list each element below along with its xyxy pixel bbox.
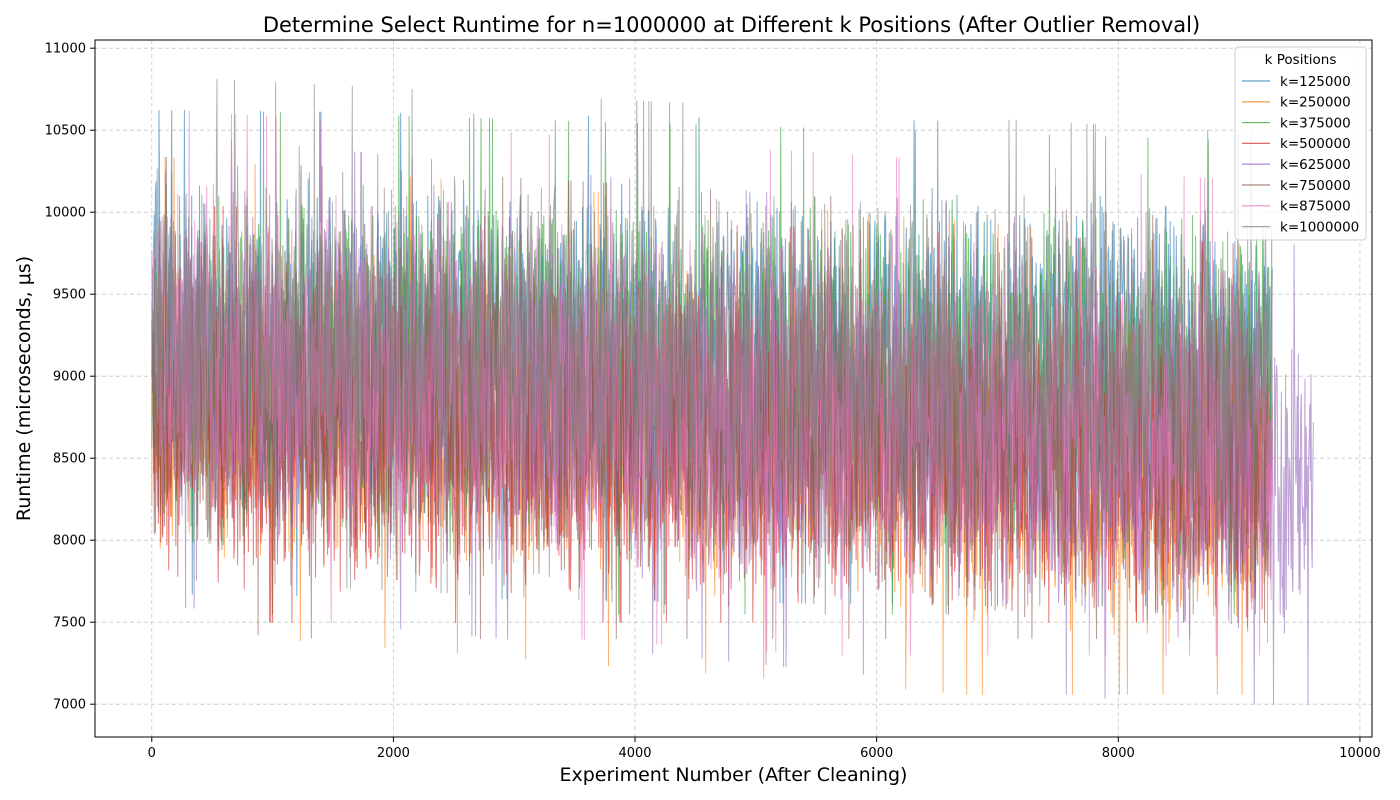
legend-label: k=250000 xyxy=(1280,95,1351,111)
axes: 0 2000 4000 6000 8000 10000 7000 7500 8000 8500 90… xyxy=(45,39,1381,761)
y-tick-label: 9500 xyxy=(53,288,86,303)
plot-frame xyxy=(94,39,1373,738)
legend-title: k Positions xyxy=(1265,52,1337,68)
legend-frame xyxy=(1234,46,1367,241)
legend-item: k=500000 xyxy=(1242,136,1351,152)
x-tick-label: 4000 xyxy=(618,746,651,761)
x-tick-label: 2000 xyxy=(377,746,410,761)
legend-label: k=875000 xyxy=(1280,199,1351,215)
legend-item: k=1000000 xyxy=(1242,219,1359,235)
y-axis-title: Runtime (microseconds, μs) xyxy=(13,256,35,521)
legend-item: k=625000 xyxy=(1242,157,1351,173)
legend-label: k=625000 xyxy=(1280,157,1351,173)
legend-item: k=875000 xyxy=(1242,199,1351,215)
x-tick-label: 10000 xyxy=(1339,746,1380,761)
legend-item: k=250000 xyxy=(1242,95,1351,111)
x-tick-label: 6000 xyxy=(860,746,893,761)
y-tick-label: 7500 xyxy=(53,616,86,631)
x-tick-label: 0 xyxy=(148,746,156,761)
legend-label: k=750000 xyxy=(1280,178,1351,194)
y-tick-label: 8500 xyxy=(53,452,86,467)
y-tick-label: 9000 xyxy=(53,370,86,385)
y-tick-label: 8000 xyxy=(53,534,86,549)
legend-items: k=125000 k=250000 k=375000 k=500000 k=625000… xyxy=(1242,74,1359,235)
series-line-k=1000000 xyxy=(151,78,1273,607)
y-tick-label: 10000 xyxy=(45,206,86,221)
x-tick-label: 8000 xyxy=(1102,746,1135,761)
legend-item: k=750000 xyxy=(1242,178,1351,194)
series-lines xyxy=(151,78,1314,705)
legend: k Positions k=125000 k=250000 k=375000 k=50… xyxy=(1234,46,1367,241)
y-tick-label: 11000 xyxy=(45,42,86,57)
y-tick-label: 7000 xyxy=(53,698,86,713)
x-axis-title: Experiment Number (After Cleaning) xyxy=(560,764,908,786)
legend-label: k=500000 xyxy=(1280,136,1351,152)
legend-label: k=375000 xyxy=(1280,115,1351,131)
legend-label: k=1000000 xyxy=(1280,219,1359,235)
legend-item: k=125000 xyxy=(1242,74,1351,90)
legend-label: k=125000 xyxy=(1280,74,1351,90)
legend-item: k=375000 xyxy=(1242,115,1351,131)
y-tick-label: 10500 xyxy=(45,124,86,139)
chart-title: Determine Select Runtime for n=1000000 a… xyxy=(263,13,1200,37)
